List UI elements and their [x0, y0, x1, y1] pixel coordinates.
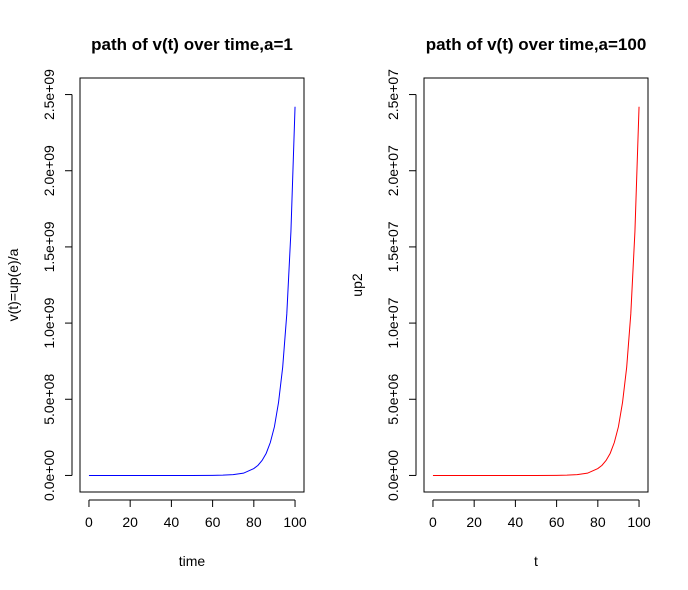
x-tick-label: 40 [164, 514, 180, 530]
y-tick-label: 1.0e+09 [41, 297, 57, 348]
plot-frame [423, 77, 649, 493]
x-tick-label: 20 [122, 514, 138, 530]
x-tick-label: 80 [246, 514, 262, 530]
y-tick-label: 2.5e+07 [385, 69, 401, 120]
y-tick-label: 5.0e+06 [385, 374, 401, 425]
y-tick-label: 2.5e+09 [41, 69, 57, 120]
x-axis-title: time [179, 553, 206, 569]
x-tick-label: 80 [590, 514, 606, 530]
x-tick-label: 60 [205, 514, 221, 530]
series-line [88, 106, 296, 476]
x-axis-title: t [534, 553, 538, 569]
y-axis-title: up2 [349, 273, 365, 297]
y-tick-label: 0.0e+00 [385, 450, 401, 501]
chart-title: path of v(t) over time,a=1 [91, 35, 293, 54]
x-tick-label: 100 [283, 514, 307, 530]
y-tick-label: 1.5e+07 [385, 221, 401, 272]
x-tick-label: 100 [627, 514, 651, 530]
y-tick-label: 2.0e+09 [41, 145, 57, 196]
y-tick-label: 5.0e+08 [41, 374, 57, 425]
chart-title: path of v(t) over time,a=100 [426, 35, 647, 54]
x-tick-label: 0 [429, 514, 437, 530]
y-tick-label: 1.5e+09 [41, 221, 57, 272]
x-tick-label: 60 [549, 514, 565, 530]
chart-panel-left: path of v(t) over time,a=1 0 20 40 60 80 100 0.… [5, 35, 307, 569]
series-line [432, 106, 640, 476]
plot-frame [79, 77, 305, 493]
y-tick-label: 0.0e+00 [41, 450, 57, 501]
y-tick-label: 2.0e+07 [385, 145, 401, 196]
y-tick-label: 1.0e+07 [385, 297, 401, 348]
y-axis-title: v(t)=up(e)/a [5, 248, 21, 321]
chart-panel-right: path of v(t) over time,a=100 0 20 40 60 80 100… [349, 35, 651, 569]
x-tick-label: 40 [508, 514, 524, 530]
x-tick-label: 20 [466, 514, 482, 530]
x-tick-label: 0 [85, 514, 93, 530]
